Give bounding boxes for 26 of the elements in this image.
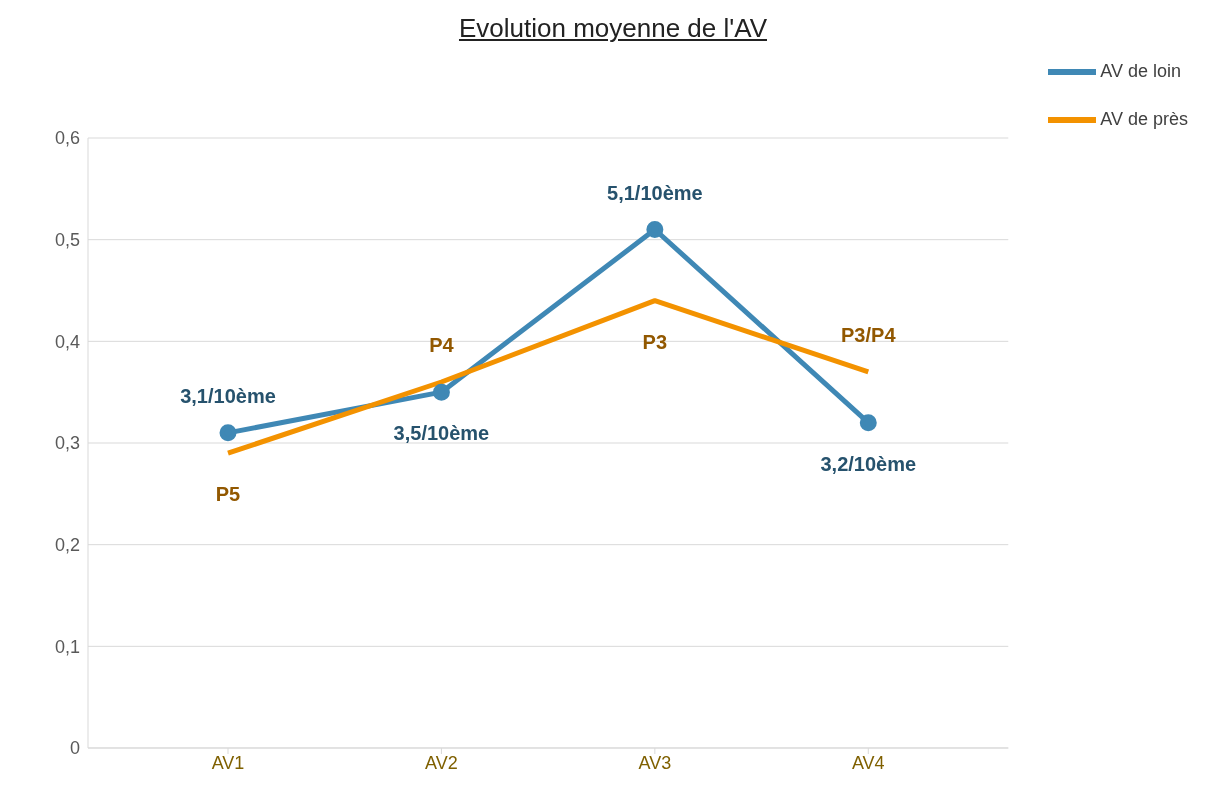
legend-label: AV de loin [1100,60,1181,81]
data-label: P4 [429,334,455,356]
data-label: 3,2/10ème [820,452,917,475]
data-label: 5,1/10ème [607,181,703,204]
point [219,424,237,442]
data-label: P3 [642,330,668,353]
legend-label: AV de près [1100,108,1188,129]
data-label: P3/P4 [841,323,897,346]
data-label: 3,5/10ème [393,422,490,445]
y-tick-label: 0,5 [54,230,80,251]
data-label: P5 [215,483,241,506]
y-tick-label: 0,1 [54,636,80,657]
x-tick-label: AV2 [425,752,458,773]
point [432,383,450,401]
chart-title: Evolution moyenne de l'AV [458,12,768,45]
y-tick-label: 0,2 [54,535,80,556]
point [646,221,664,238]
y-tick-label: 0,4 [54,331,80,352]
x-tick-label: AV1 [211,752,245,773]
x-tick-label: AV4 [851,752,885,773]
x-tick-label: AV3 [638,752,672,773]
point [859,414,877,432]
data-label: 3,1/10ème [180,384,276,407]
y-tick-label: 0 [69,738,80,759]
y-tick-label: 0,3 [54,433,80,454]
y-tick-label: 0,6 [54,128,80,149]
